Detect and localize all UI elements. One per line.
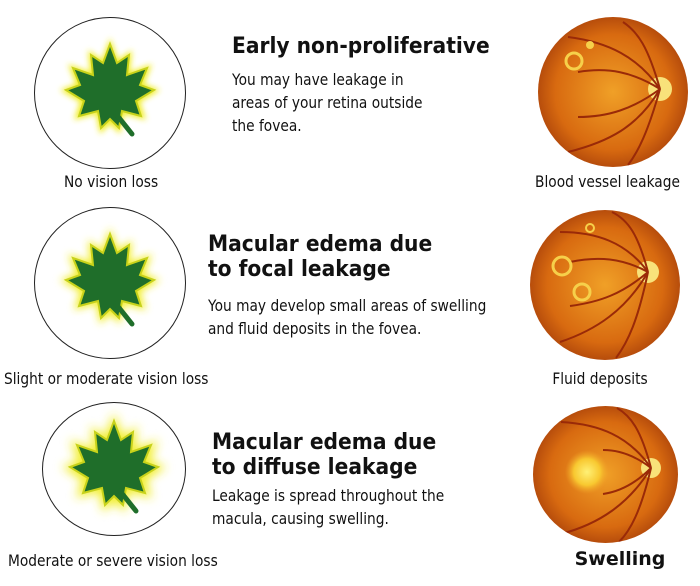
right-caption-row-1: Blood vessel leakage — [535, 172, 680, 191]
leaf-diagram-no-vision-loss — [34, 17, 186, 169]
maple-leaf-icon — [60, 228, 160, 327]
row-2-desc-line-2: and fluid deposits in the fovea. — [208, 319, 422, 338]
row-1-desc-line-3: the fovea. — [232, 116, 302, 135]
row-2-title: Macular edema due to focal leakage — [208, 232, 432, 282]
row-3-desc-line-2: macula, causing swelling. — [212, 509, 389, 528]
row-1-desc-line-1: You may have leakage in — [232, 70, 404, 89]
left-caption-row-2: Slight or moderate vision loss — [4, 369, 209, 388]
row-2-title-line-1: Macular edema due — [208, 232, 433, 257]
row-3-title-line-1: Macular edema due — [212, 430, 437, 455]
row-1-desc-line-2: areas of your retina outside — [232, 93, 423, 112]
row-2-title-line-2: to focal leakage — [208, 257, 391, 282]
retina-image-fluid-deposits — [530, 210, 680, 360]
row-1-title-line-1: Early non-proliferative — [232, 34, 490, 59]
maple-leaf-icon — [62, 413, 166, 514]
right-caption-row-3: Swelling — [574, 548, 666, 570]
row-3-title-line-2: to diffuse leakage — [212, 455, 418, 480]
row-1-title: Early non-proliferative — [232, 34, 490, 59]
retina-image-leakage — [538, 17, 688, 167]
leaf-diagram-moderate-vision-loss — [42, 402, 186, 536]
row-2-desc-line-1: You may develop small areas of swelling — [208, 296, 487, 315]
row-3-title: Macular edema due to diffuse leakage — [212, 430, 436, 480]
retina-image-swelling — [533, 406, 678, 543]
maple-leaf-icon — [60, 38, 160, 137]
left-caption-row-1: No vision loss — [64, 172, 159, 191]
row-3-desc-line-1: Leakage is spread throughout the — [212, 486, 445, 505]
right-caption-row-2: Fluid deposits — [552, 369, 648, 388]
row-1-description: You may have leakage in areas of your re… — [232, 68, 422, 137]
row-2-description: You may develop small areas of swelling … — [208, 294, 486, 340]
leaf-diagram-slight-vision-loss — [34, 207, 186, 359]
row-3-description: Leakage is spread throughout the macula,… — [212, 484, 444, 530]
left-caption-row-3: Moderate or severe vision loss — [8, 551, 218, 570]
